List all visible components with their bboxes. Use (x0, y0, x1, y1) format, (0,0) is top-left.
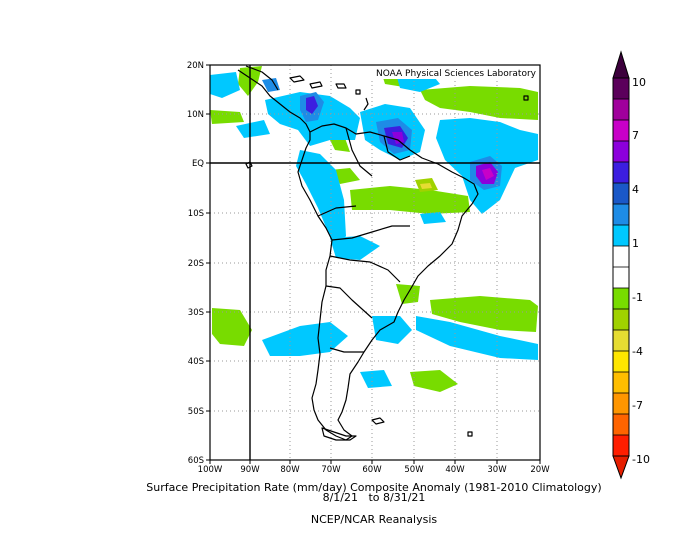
credit-label: NOAA Physical Sciences Laboratory (376, 69, 537, 79)
lat-label: 10N (187, 110, 204, 120)
colorbar-label: 1 (632, 237, 639, 250)
lat-label: 50S (188, 407, 204, 417)
map-plot: NOAA Physical Sciences Laboratory (187, 61, 550, 475)
colorbar-label: 10 (632, 76, 646, 89)
colorbar-segment (613, 204, 629, 226)
colorbar: 10 7 4 1 -1 -4 -7 -10 (612, 50, 650, 480)
colorbar-label: 4 (632, 183, 639, 196)
colorbar-segment (613, 99, 629, 121)
colorbar-label: -1 (632, 291, 643, 304)
colorbar-segment (613, 435, 629, 457)
colorbar-bottom-arrow (612, 455, 630, 480)
graticule (210, 65, 540, 460)
lat-label: EQ (192, 159, 204, 169)
lon-label: 20W (530, 465, 550, 475)
coastlines (237, 65, 529, 441)
lat-label: 40S (188, 357, 204, 367)
lon-label: 90W (240, 465, 260, 475)
colorbar-segment (613, 141, 629, 163)
colorbar-segment (613, 183, 629, 205)
colorbar-segment (613, 414, 629, 436)
colorbar-segment (613, 372, 629, 394)
colorbar-segments (612, 77, 630, 457)
lon-label: 70W (321, 465, 341, 475)
lon-label: 50W (404, 465, 424, 475)
lat-label: 20N (187, 61, 204, 71)
axis-ticks (206, 64, 541, 464)
caption-date-range: 8/1/21 to 8/31/21 (323, 491, 426, 504)
colorbar-segment (613, 267, 629, 289)
colorbar-label: -7 (632, 399, 643, 412)
colorbar-label: -10 (632, 453, 650, 466)
lon-label: 100W (198, 465, 223, 475)
colorbar-segment (613, 78, 629, 100)
credit-box (344, 65, 540, 79)
colorbar-top-arrow (612, 50, 630, 79)
colorbar-segment (613, 246, 629, 268)
colorbar-segment (613, 351, 629, 373)
lon-label: 30W (487, 465, 507, 475)
colorbar-labels: 10 7 4 1 -1 -4 -7 -10 (632, 76, 650, 466)
colorbar-segment (613, 393, 629, 415)
colorbar-segment (613, 288, 629, 310)
lon-label: 80W (280, 465, 300, 475)
lat-label: 60S (188, 456, 204, 466)
colorbar-segment (613, 330, 629, 352)
longitude-labels: 100W 90W 80W 70W 60W 50W 40W 30W 20W (198, 465, 551, 475)
lon-label: 60W (362, 465, 382, 475)
colorbar-label: 7 (632, 129, 639, 142)
lat-label: 10S (188, 209, 204, 219)
colorbar-segment (613, 309, 629, 331)
latitude-labels: 20N 10N EQ 10S 20S 30S 40S 50S 60S (187, 61, 204, 466)
colorbar-segment (613, 225, 629, 247)
colorbar-label: -4 (632, 345, 643, 358)
caption-dataset: NCEP/NCAR Reanalysis (311, 513, 437, 526)
caption-title: Surface Precipitation Rate (mm/day) Comp… (146, 481, 601, 494)
lat-label: 20S (188, 259, 204, 269)
lon-label: 40W (445, 465, 465, 475)
caption: Surface Precipitation Rate (mm/day) Comp… (146, 481, 601, 526)
lat-label: 30S (188, 308, 204, 318)
colorbar-segment (613, 120, 629, 142)
colorbar-segment (613, 162, 629, 184)
